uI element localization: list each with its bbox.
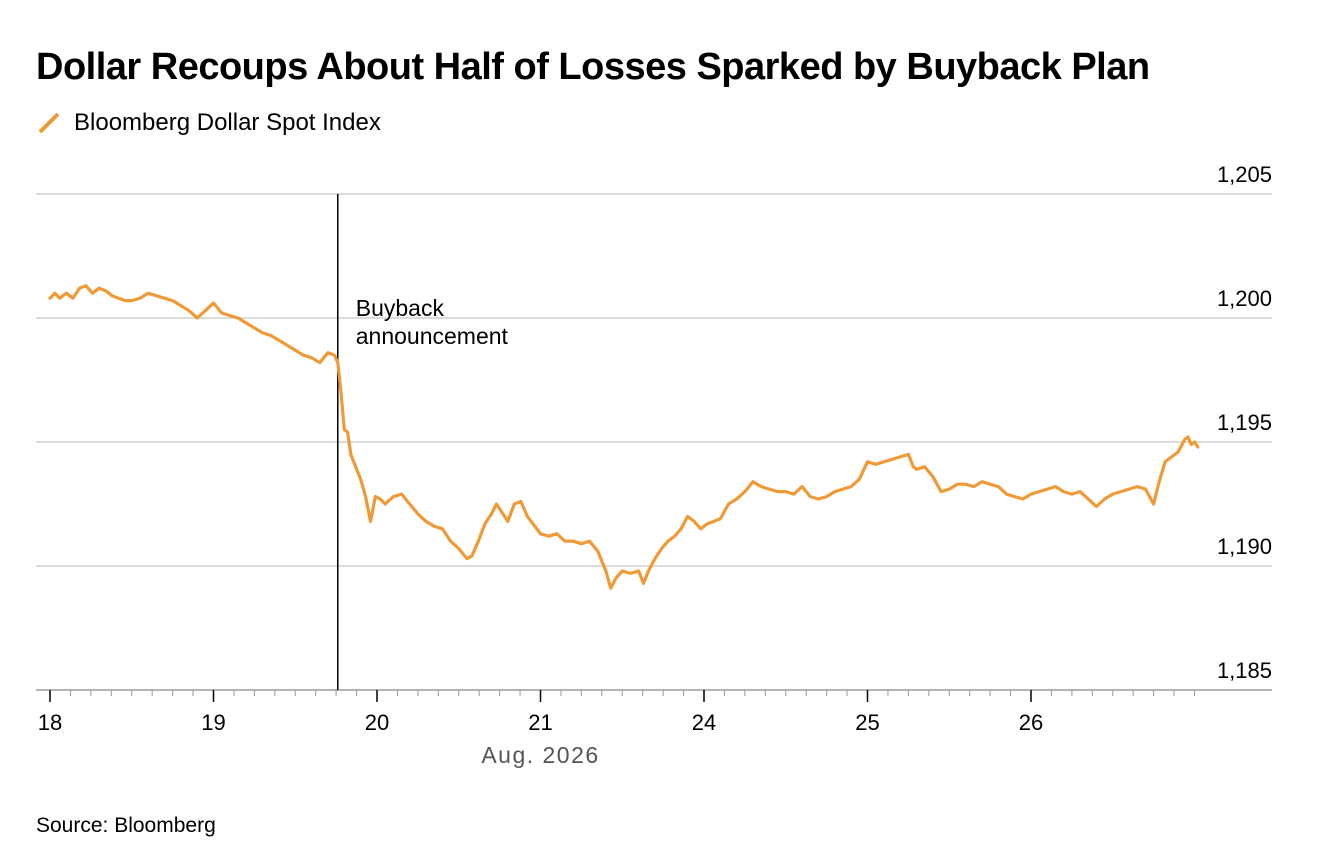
annotation-label-line: announcement — [356, 323, 509, 349]
y-tick-label: 1,195 — [1217, 410, 1272, 435]
x-tick-label: 21 — [528, 710, 552, 735]
source-note: Source: Bloomberg — [36, 814, 216, 837]
y-tick-label: 1,200 — [1217, 286, 1272, 311]
series-line — [48, 284, 1200, 590]
x-tick-label: 26 — [1019, 710, 1043, 735]
y-tick-label: 1,205 — [1217, 162, 1272, 187]
x-axis-title: Aug. 2026 — [481, 742, 599, 768]
annotation-label: Buyback announcement — [356, 295, 509, 349]
x-tick-label: 25 — [855, 710, 879, 735]
x-tick-label: 20 — [365, 710, 389, 735]
y-tick-label: 1,190 — [1217, 534, 1272, 559]
x-tick-label: 19 — [201, 710, 225, 735]
legend-label: Bloomberg Dollar Spot Index — [74, 109, 381, 136]
legend: Bloomberg Dollar Spot Index — [36, 106, 381, 140]
y-tick-label: 1,185 — [1217, 658, 1272, 683]
x-tick-label: 18 — [38, 710, 62, 735]
legend-swatch-icon — [38, 112, 60, 134]
chart-title: Dollar Recoups About Half of Losses Spar… — [36, 46, 1150, 88]
x-tick-label: 24 — [692, 710, 716, 735]
annotation-label-line: Buyback — [356, 295, 445, 321]
